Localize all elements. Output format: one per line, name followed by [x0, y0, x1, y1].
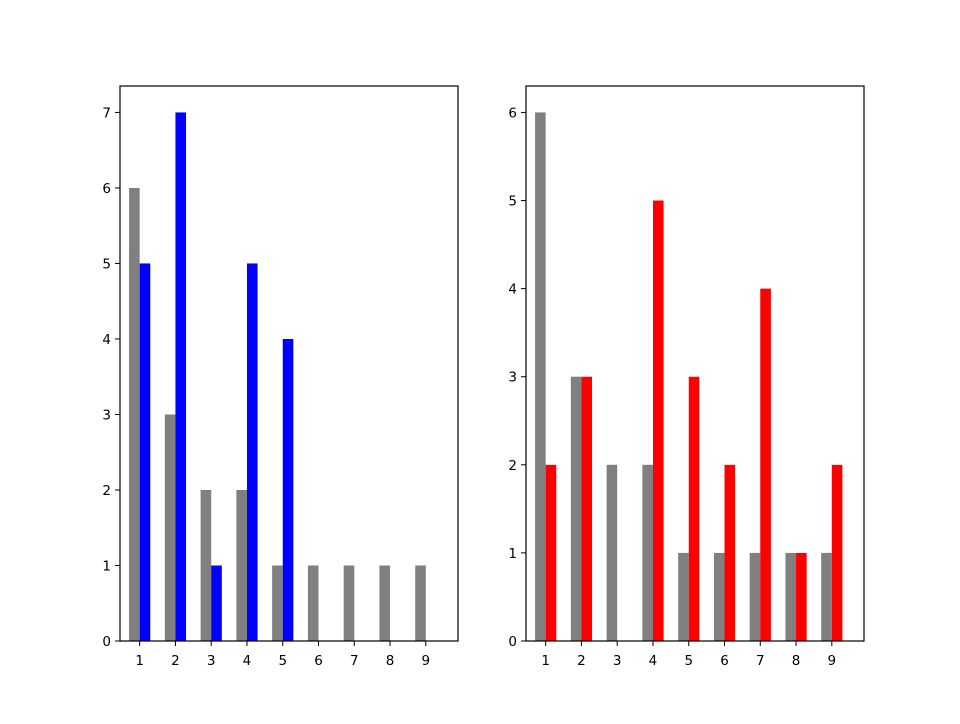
panel-2-x-tick-label-7: 7 [756, 653, 765, 669]
panel-1-y-tick-label-0: 0 [102, 634, 111, 650]
panel-2-x-tick-label-6: 6 [720, 653, 729, 669]
panel-2-x-tick-label-3: 3 [613, 653, 622, 669]
panel-2-y-tick-label-5: 5 [508, 194, 517, 210]
panel-2-bar-series-2-2 [581, 376, 593, 641]
panel-1-bar-series-1-1 [129, 187, 140, 641]
panel-2-x-tick-label-1: 1 [541, 653, 550, 669]
panel-1-axes-frame [119, 85, 459, 642]
panel-2-x-tick-label-9: 9 [828, 653, 837, 669]
panel-1-x-tick-label-9: 9 [422, 653, 431, 669]
panel-2-y-tick-label-3: 3 [508, 370, 517, 386]
panel-2-bar-series-2-1 [545, 464, 557, 641]
panel-2-bar-series-1-7 [749, 552, 761, 641]
panel-1-bar-series-2-4 [246, 263, 258, 641]
panel-1-y-tick-label-2: 2 [102, 483, 111, 499]
panel-2-bar-series-1-1 [535, 112, 546, 642]
panel-1-bar-series-2-5 [282, 338, 294, 641]
panel-1-bar-series-1-9 [415, 565, 426, 641]
panel-1-x-tick-label-3: 3 [207, 653, 216, 669]
panel-1-bar-series-2-3 [211, 565, 222, 641]
panel-1-bar-series-1-3 [200, 489, 212, 641]
panel-1-y-tick-label-5: 5 [102, 256, 111, 272]
panel-2-bar-series-1-5 [678, 552, 689, 641]
panel-1-y-tick-label-4: 4 [102, 332, 111, 348]
panel-2-bar-series-2-6 [724, 464, 736, 641]
panel-2-bar-series-2-7 [760, 288, 771, 641]
panel-2-x-tick-label-4: 4 [649, 653, 658, 669]
panel-2-bar-series-1-9 [821, 552, 832, 641]
panel-1-bar-series-1-6 [307, 565, 319, 641]
panel-2-x-tick-label-2: 2 [577, 653, 586, 669]
panel-1-y-tick-label-1: 1 [102, 558, 111, 574]
panel-2-bar-series-2-5 [688, 376, 700, 641]
panel-1-bar-series-1-2 [164, 414, 176, 641]
panel-2-bar-series-2-4 [652, 200, 664, 641]
panel-1-x-tick-label-1: 1 [135, 653, 144, 669]
panel-2-y-tick-label-6: 6 [508, 105, 517, 121]
panel-2-y-tick-label-1: 1 [508, 546, 517, 562]
panel-2-bar-series-1-4 [642, 464, 653, 641]
panel-2-y-tick-label-4: 4 [508, 282, 517, 298]
panel-1-bar-series-1-7 [343, 565, 355, 641]
panel-1-x-tick-label-4: 4 [243, 653, 252, 669]
panel-2-axes-frame [525, 85, 865, 642]
panel-1-x-tick-label-2: 2 [171, 653, 180, 669]
panel-2-y-tick-label-0: 0 [508, 634, 517, 650]
panel-2-bar-series-1-8 [785, 552, 797, 641]
panel-1-x-tick-label-7: 7 [350, 653, 359, 669]
panel-2-bar-series-1-3 [606, 464, 618, 641]
panel-2-bar-series-1-6 [713, 552, 725, 641]
panel-2-bar-series-2-8 [796, 552, 807, 641]
panel-1-y-tick-label-6: 6 [102, 181, 111, 197]
panel-1-bar-series-1-4 [236, 489, 247, 641]
panel-1-bar-series-2-1 [139, 263, 151, 641]
panel-2-bar-series-2-9 [831, 464, 843, 641]
panel-2-x-tick-label-5: 5 [684, 653, 693, 669]
panel-1-y-tick-label-3: 3 [102, 407, 111, 423]
panel-1-x-tick-label-6: 6 [314, 653, 323, 669]
panel-1-y-tick-label-7: 7 [102, 105, 111, 121]
panel-1-bar-series-1-8 [379, 565, 391, 641]
panel-1-bar-series-2-2 [175, 112, 187, 642]
panel-1-bar-series-1-5 [272, 565, 283, 641]
panel-2-y-tick-label-2: 2 [508, 458, 517, 474]
panel-1-x-tick-label-5: 5 [278, 653, 287, 669]
panel-1-x-tick-label-8: 8 [386, 653, 395, 669]
panel-2-x-tick-label-8: 8 [792, 653, 801, 669]
panel-2-bar-series-1-2 [570, 376, 582, 641]
